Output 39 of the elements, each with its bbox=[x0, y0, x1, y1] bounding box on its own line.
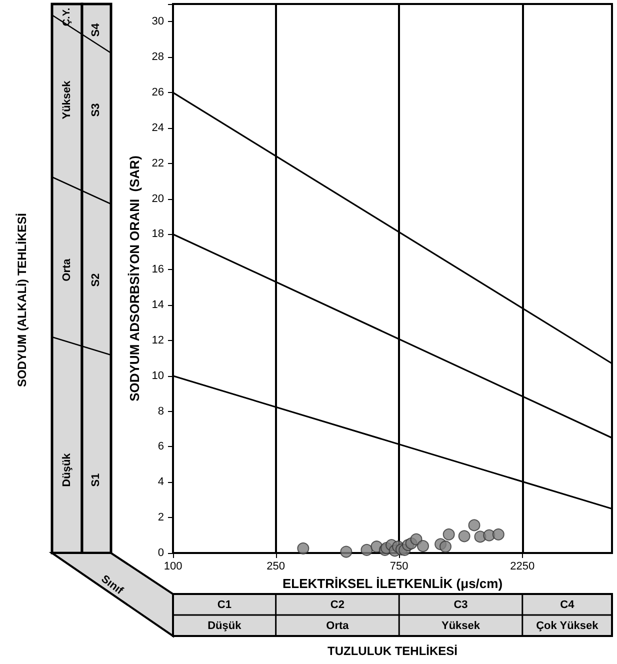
y-tick-label: 24 bbox=[152, 122, 164, 134]
y-axis-title: SODYUM ADSORBSİYON ORANI (SAR) bbox=[127, 156, 142, 402]
text: C2 bbox=[330, 599, 344, 611]
text: S3 bbox=[90, 103, 102, 117]
x-tick-label: 100 bbox=[164, 560, 182, 572]
text: S4 bbox=[90, 22, 102, 37]
x-axis-title: ELEKTRİKSEL İLETKENLİK (μs/cm) bbox=[282, 576, 503, 591]
y-tick-label: 28 bbox=[152, 51, 164, 64]
text: Orta bbox=[326, 620, 350, 632]
text: Orta bbox=[61, 258, 73, 282]
y-tick-label: 8 bbox=[158, 405, 164, 418]
y-tick-label: 0 bbox=[158, 547, 164, 559]
y-tick-label: 30 bbox=[152, 16, 164, 28]
text: S1 bbox=[90, 473, 102, 487]
text: C3 bbox=[454, 599, 468, 611]
y-tick-label: 12 bbox=[152, 334, 164, 346]
text: Düşük bbox=[61, 452, 73, 487]
text: SODYUM (ALKALİ) TEHLİKESİ bbox=[15, 213, 29, 387]
text: C1 bbox=[217, 599, 232, 611]
text: TUZLULUK TEHLİKESİ bbox=[328, 644, 458, 658]
y-tick-label: 22 bbox=[152, 157, 164, 170]
y-tick-label: 14 bbox=[152, 299, 164, 312]
y-tick-label: 6 bbox=[158, 440, 164, 453]
y-tick-label: 20 bbox=[152, 192, 164, 205]
text: Çok Yüksek bbox=[536, 620, 600, 632]
y-tick-label: 4 bbox=[158, 476, 164, 488]
y-tick-label: 16 bbox=[152, 264, 164, 276]
text: Yüksek bbox=[441, 620, 481, 632]
text: Düşük bbox=[208, 620, 242, 632]
y-tick-label: 18 bbox=[152, 228, 164, 240]
y-tick-label: 2 bbox=[158, 512, 164, 524]
text: S2 bbox=[90, 273, 102, 287]
y-tick-label: 26 bbox=[152, 86, 164, 99]
x-tick-label: 750 bbox=[390, 560, 408, 572]
y-tick-label: 10 bbox=[152, 370, 164, 382]
text: C4 bbox=[560, 599, 576, 611]
text: Yüksek bbox=[61, 80, 73, 120]
x-tick-label: 2250 bbox=[510, 560, 535, 572]
x-tick-label: 250 bbox=[266, 560, 286, 572]
